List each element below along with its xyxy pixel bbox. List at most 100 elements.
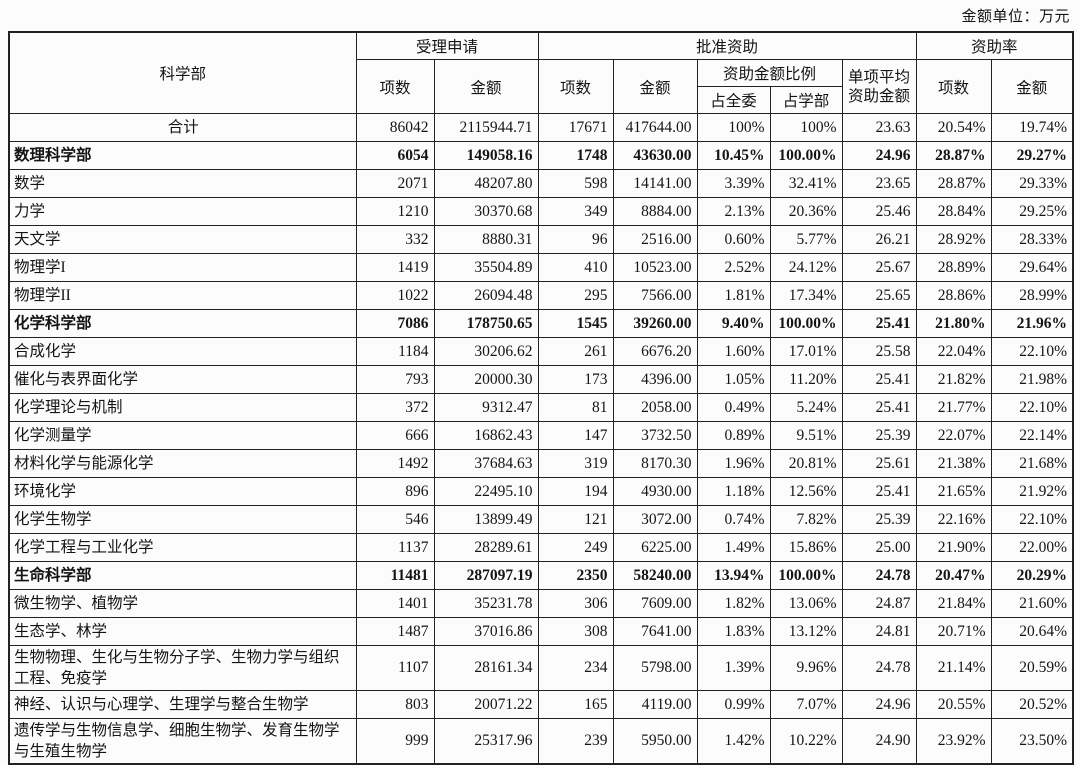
cell-value: 25.41 (841, 477, 917, 506)
cell-value: 30206.62 (433, 337, 539, 366)
cell-value: 23.63 (841, 113, 917, 142)
cell-value: 25.41 (841, 393, 917, 422)
amount-unit-note: 金额单位：万元 (961, 9, 1070, 25)
cell-value: 308 (537, 617, 614, 646)
cell-value: 43630.00 (612, 141, 698, 170)
table-row: 物理学II 1022 26094.48 295 7566.00 1.81% 17.34% 25… (8, 281, 1074, 310)
cell-value: 11481 (355, 561, 435, 590)
cell-value: 21.77% (915, 393, 992, 422)
cell-value: 30370.68 (433, 197, 539, 226)
cell-value: 25.41 (841, 309, 917, 338)
cell-value: 21.96% (990, 309, 1074, 338)
table-row: 催化与表界面化学 793 20000.30 173 4396.00 1.05% 11.20%… (8, 365, 1074, 394)
cell-value: 13899.49 (433, 505, 539, 534)
cell-value: 22.04% (915, 337, 992, 366)
cell-value: 5.24% (769, 393, 843, 422)
cell-value: 999 (355, 718, 435, 765)
cell-value: 24.96 (841, 690, 917, 719)
col-group-amount-ratio: 资助金额比例 (696, 59, 843, 87)
table-row: 化学工程与工业化学 1137 28289.61 249 6225.00 1.49% 15.8… (8, 533, 1074, 562)
table-row: 化学测量学 666 16862.43 147 3732.50 0.89% 9.51% 25.3… (8, 421, 1074, 450)
table-row: 材料化学与能源化学 1492 37684.63 319 8170.30 1.96% 20.8… (8, 449, 1074, 478)
table-body: 合计 86042 2115944.71 17671 417644.00 100% 100% 2… (8, 113, 1074, 765)
cell-value: 21.80% (915, 309, 992, 338)
cell-value: 9.40% (696, 309, 771, 338)
cell-value: 372 (355, 393, 435, 422)
col-header-approved-items: 项数 (537, 59, 614, 114)
cell-value: 5950.00 (612, 718, 698, 765)
row-label: 生态学、林学 (8, 617, 357, 646)
cell-value: 96 (537, 225, 614, 254)
col-header-department: 科学部 (8, 31, 357, 114)
table-row: 微生物学、植物学 1401 35231.78 306 7609.00 1.82% 13.06… (8, 589, 1074, 618)
cell-value: 25.41 (841, 365, 917, 394)
cell-value: 24.81 (841, 617, 917, 646)
cell-value: 20.54% (915, 113, 992, 142)
cell-value: 6676.20 (612, 337, 698, 366)
cell-value: 100.00% (769, 561, 843, 590)
cell-value: 29.27% (990, 141, 1074, 170)
cell-value: 14141.00 (612, 169, 698, 198)
cell-value: 21.82% (915, 365, 992, 394)
cell-value: 1.49% (696, 533, 771, 562)
cell-value: 1492 (355, 449, 435, 478)
row-label: 遗传学与生物信息学、细胞生物学、发育生物学与生殖生物学 (8, 718, 357, 765)
cell-value: 1.82% (696, 589, 771, 618)
cell-value: 22.16% (915, 505, 992, 534)
cell-value: 19.74% (990, 113, 1074, 142)
cell-value: 7566.00 (612, 281, 698, 310)
cell-value: 178750.65 (433, 309, 539, 338)
cell-value: 100% (769, 113, 843, 142)
cell-value: 20.81% (769, 449, 843, 478)
cell-value: 13.94% (696, 561, 771, 590)
cell-value: 16862.43 (433, 421, 539, 450)
cell-value: 28.33% (990, 225, 1074, 254)
cell-value: 2350 (537, 561, 614, 590)
col-header-average-amount: 单项平均 资助金额 (841, 59, 917, 114)
cell-value: 17.34% (769, 281, 843, 310)
cell-value: 24.90 (841, 718, 917, 765)
row-label: 化学测量学 (8, 421, 357, 450)
cell-value: 25.61 (841, 449, 917, 478)
header-row-sub: 项数 金额 项数 金额 资助金额比例 单项平均 资助金额 项数 金额 (9, 59, 1074, 114)
table-row: 神经、认识与心理学、生理学与整合生物学 803 20071.22 165 4119.00… (8, 690, 1074, 719)
cell-value: 3.39% (696, 169, 771, 198)
cell-value: 37684.63 (433, 449, 539, 478)
cell-value: 35231.78 (433, 589, 539, 618)
cell-value: 1.96% (696, 449, 771, 478)
cell-value: 5798.00 (612, 645, 698, 691)
cell-value: 349 (537, 197, 614, 226)
cell-value: 20.29% (990, 561, 1074, 590)
row-label: 环境化学 (8, 477, 357, 506)
table-row: 生命科学部 11481 287097.19 2350 58240.00 13.94% 100… (8, 561, 1074, 590)
cell-value: 793 (355, 365, 435, 394)
cell-value: 10.22% (769, 718, 843, 765)
cell-value: 4930.00 (612, 477, 698, 506)
cell-value: 3072.00 (612, 505, 698, 534)
table-row: 力学 1210 30370.68 349 8884.00 2.13% 20.36% 25.46… (8, 197, 1074, 226)
cell-value: 11.20% (769, 365, 843, 394)
row-label: 材料化学与能源化学 (8, 449, 357, 478)
funding-statistics-table: 科学部 受理申请 批准资助 资助率 项数 金额 项数 金额 资助金额比例 单项平… (8, 31, 1075, 765)
row-label: 物理学II (8, 281, 357, 310)
cell-value: 21.68% (990, 449, 1074, 478)
avg-head-line1: 单项平均 (848, 68, 911, 86)
cell-value: 239 (537, 718, 614, 765)
cell-value: 9312.47 (433, 393, 539, 422)
row-label: 化学生物学 (8, 505, 357, 534)
cell-value: 24.12% (769, 253, 843, 282)
table-row: 生态学、林学 1487 37016.86 308 7641.00 1.83% 13.12% 2… (8, 617, 1074, 646)
cell-value: 598 (537, 169, 614, 198)
cell-value: 261 (537, 337, 614, 366)
cell-value: 25.39 (841, 505, 917, 534)
table-row: 化学理论与机制 372 9312.47 81 2058.00 0.49% 5.24% 25.4… (8, 393, 1074, 422)
cell-value: 306 (537, 589, 614, 618)
header-row-groups: 科学部 受理申请 批准资助 资助率 (8, 31, 1074, 114)
cell-value: 23.65 (841, 169, 917, 198)
cell-value: 32.41% (769, 169, 843, 198)
cell-value: 0.49% (696, 393, 771, 422)
cell-value: 20071.22 (433, 690, 539, 719)
cell-value: 22.14% (990, 421, 1074, 450)
cell-value: 28.84% (915, 197, 992, 226)
cell-value: 29.25% (990, 197, 1074, 226)
